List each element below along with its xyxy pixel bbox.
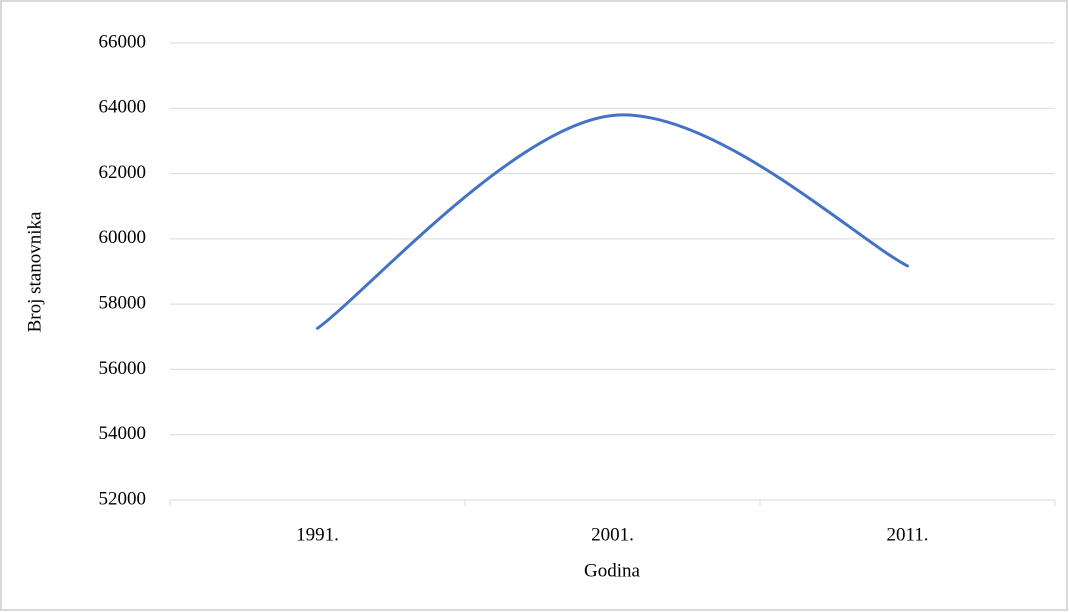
x-tick-label: 2001. (591, 524, 634, 545)
y-tick-label: 60000 (99, 227, 147, 248)
y-axis-title: Broj stanovnika (24, 211, 45, 332)
y-tick-label: 64000 (99, 97, 147, 118)
y-tick-label: 58000 (99, 293, 147, 314)
y-tick-label: 54000 (99, 423, 147, 444)
line-series (316, 113, 909, 330)
x-tick-label: 2011. (886, 524, 928, 545)
x-tick-label: 1991. (296, 524, 339, 545)
y-tick-label: 66000 (99, 31, 147, 52)
y-tick-label: 56000 (99, 358, 147, 379)
y-tick-label: 52000 (99, 488, 147, 509)
x-axis-title: Godina (584, 560, 641, 581)
y-tick-label: 62000 (99, 162, 147, 183)
